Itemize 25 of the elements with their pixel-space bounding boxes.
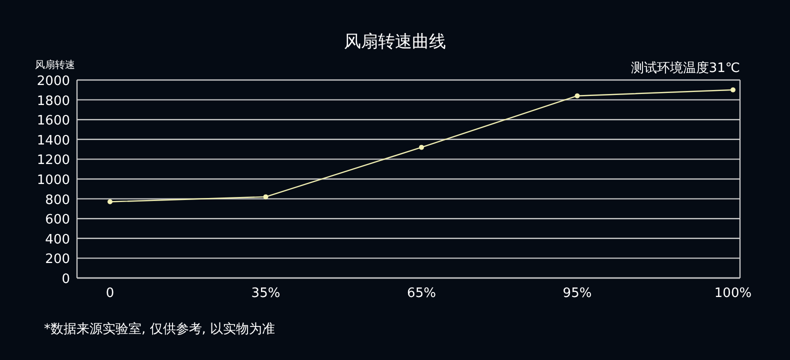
y-tick-label: 1600	[36, 114, 70, 129]
x-tick-label: 95%	[562, 286, 592, 301]
x-tick-label: 65%	[407, 286, 436, 301]
y-tick-label: 1400	[36, 133, 70, 148]
point	[263, 194, 268, 200]
point	[730, 87, 736, 92]
y-tick-label: 1800	[36, 94, 70, 109]
text: 测试环境温度31℃	[630, 60, 740, 76]
y-tick-label: 400	[45, 232, 70, 248]
y-tick-label: 200	[45, 252, 70, 268]
x-tick-label: 35%	[251, 286, 280, 301]
point	[108, 199, 112, 204]
y-tick-label: 800	[45, 192, 70, 208]
y-tick-label: 1000	[36, 173, 70, 188]
y-tick-label: 2000	[36, 74, 70, 89]
y-tick-label: 1200	[36, 153, 70, 168]
y-tick-label: 600	[45, 212, 70, 228]
chart-title: 风扇转速曲线	[344, 32, 446, 52]
x-tick-label: 100%	[714, 286, 752, 301]
point	[574, 93, 580, 98]
text: *数据来源实验室, 仅供参考, 以实物为准	[44, 321, 276, 337]
y-axis-title: 风扇转速	[35, 59, 75, 71]
point	[419, 144, 424, 150]
y-tick-label: 0	[62, 272, 70, 287]
x-tick-label: 0	[106, 286, 114, 301]
